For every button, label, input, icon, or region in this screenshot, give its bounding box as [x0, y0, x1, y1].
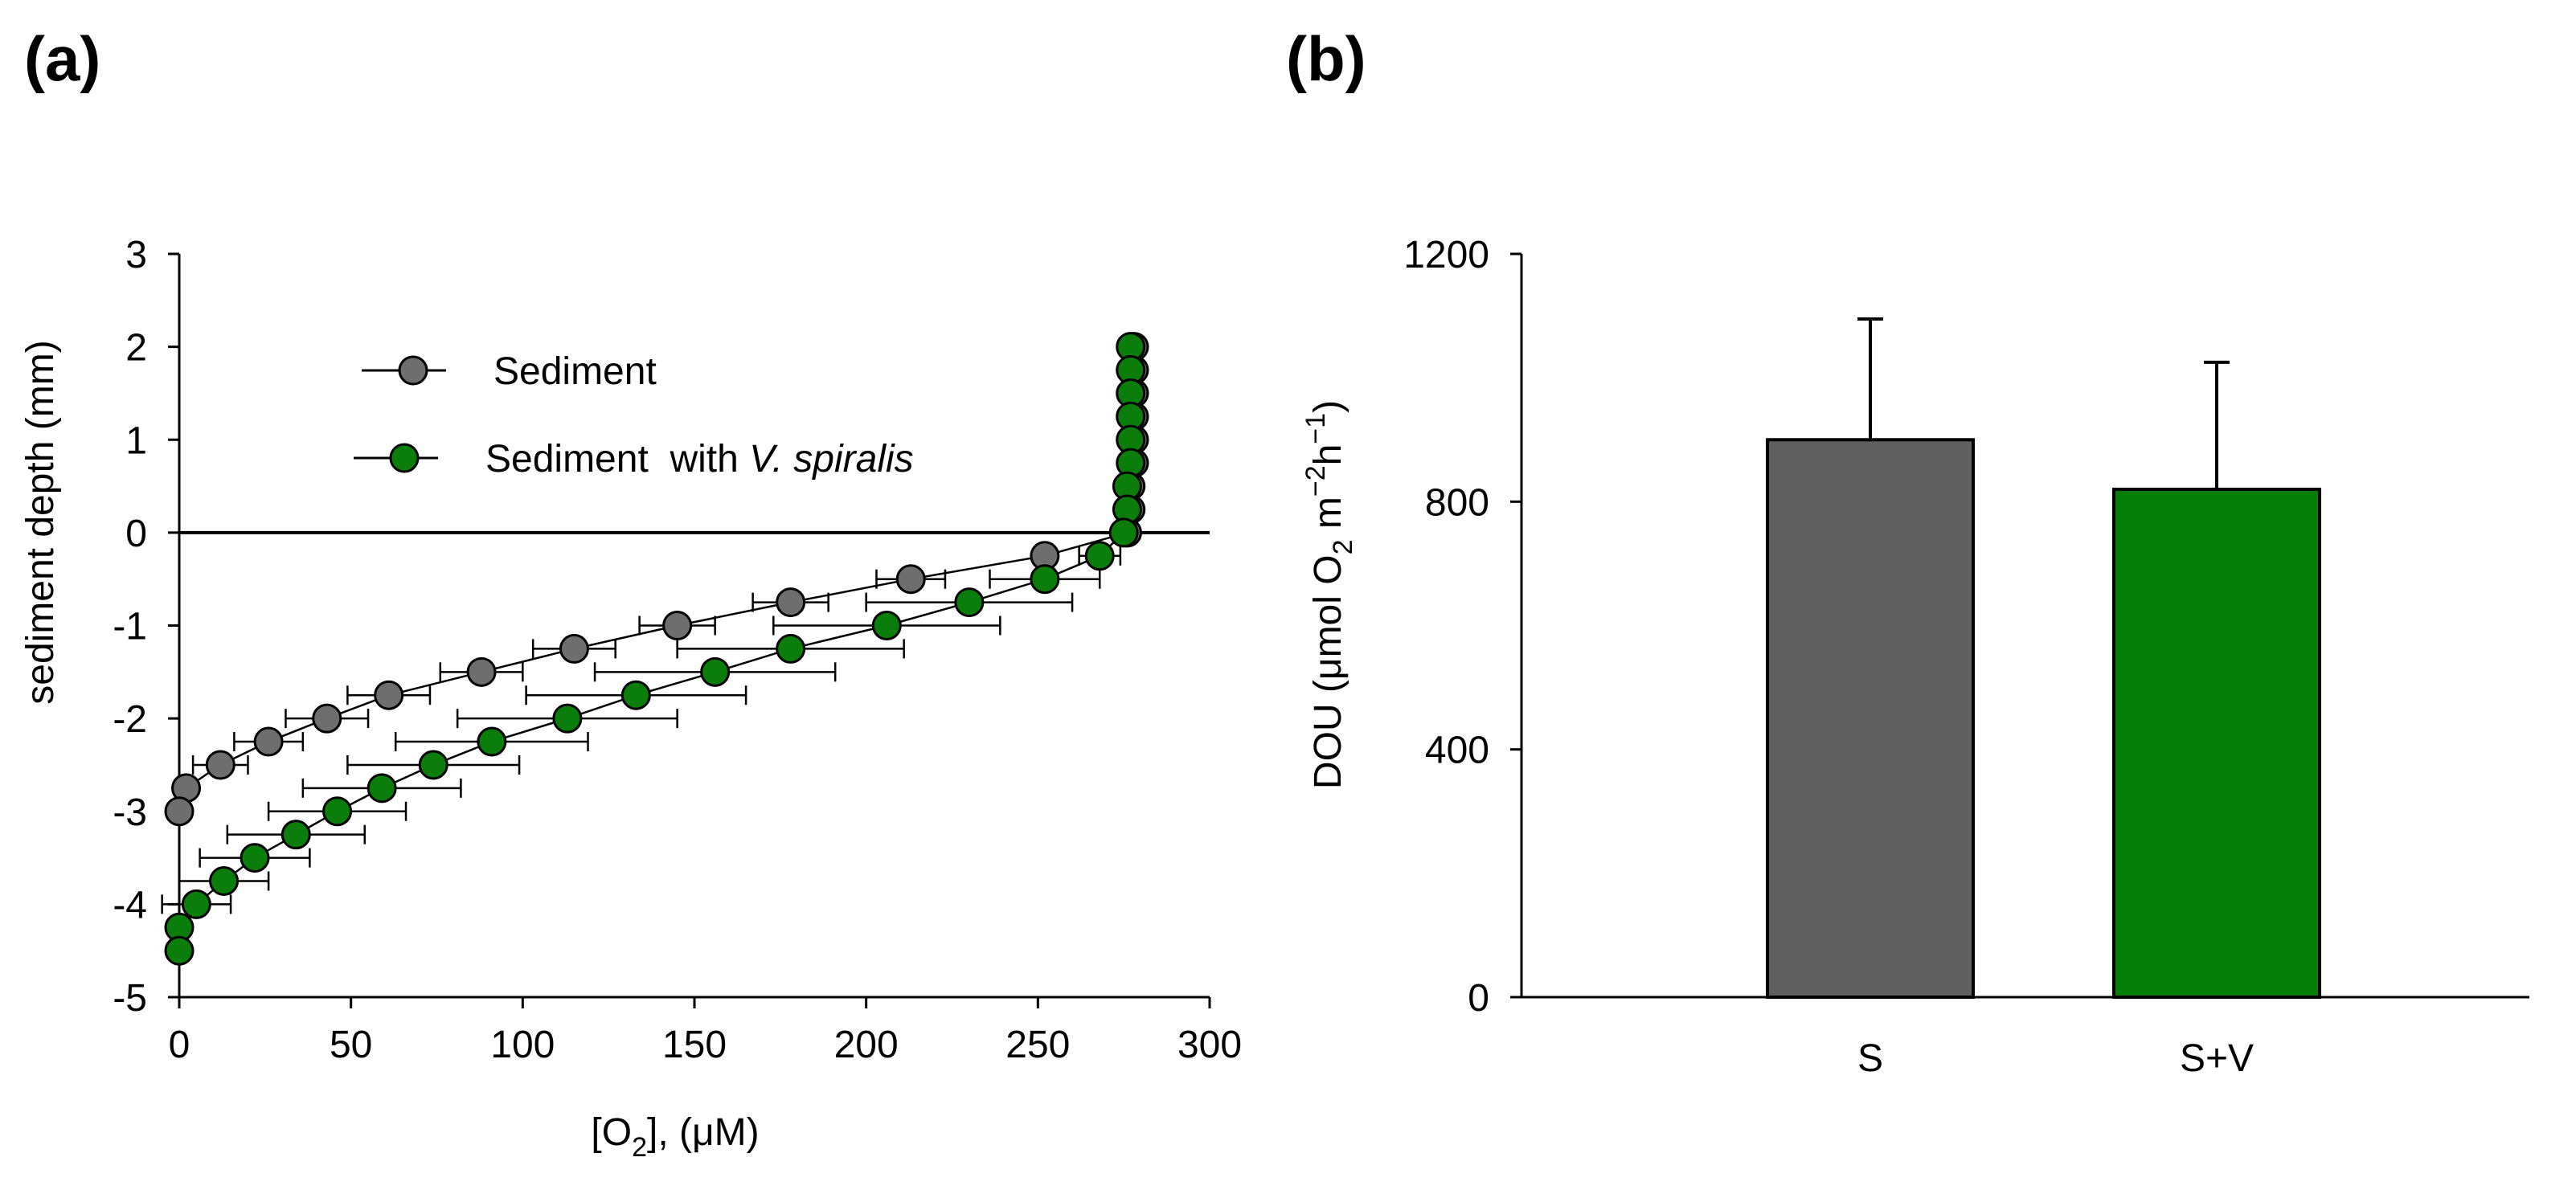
data-point — [367, 773, 397, 804]
data-point — [776, 587, 806, 618]
y-title-b-sup-1: −2 — [1300, 465, 1331, 497]
data-point — [181, 889, 211, 919]
data-point — [418, 750, 448, 780]
x-ticks-a: 0 50 100 150 200 250 300 — [169, 997, 1242, 1066]
data-point — [776, 633, 806, 664]
y-tick-label-a: 2 — [125, 327, 147, 370]
y-tick-label-a: 0 — [125, 513, 147, 555]
data-point — [871, 611, 902, 640]
y-title-b-sup-2: −1 — [1300, 413, 1331, 444]
legend-a: Sediment Sediment with V. spiralis — [354, 350, 914, 480]
y-title-b-sub: 2 — [1328, 539, 1358, 554]
x-tick-label-a: 200 — [834, 1024, 899, 1066]
x-axis-title-a: [O2], (μM) — [591, 1111, 759, 1163]
x-tick-label-a: 100 — [490, 1024, 555, 1066]
y-tick-label-a: -5 — [113, 977, 147, 1020]
data-point — [895, 564, 926, 595]
panel-a-label: (a) — [24, 23, 100, 94]
y-tick-label-b: 0 — [1468, 977, 1489, 1020]
data-point — [312, 703, 342, 734]
data-point — [1108, 517, 1139, 548]
x-title-subscript: 2 — [632, 1132, 647, 1163]
legend-label-vallisneria-prefix: Sediment with — [485, 438, 749, 480]
legend-marker-vallisneria — [389, 443, 420, 473]
data-point — [322, 796, 353, 827]
y-ticks-a: 3 2 1 0 -1 -2 -3 -4 -5 — [113, 234, 179, 1020]
legend-label-vallisneria: Sediment with V. spiralis — [485, 438, 914, 480]
data-point — [240, 843, 270, 873]
x-tick-label-a: 250 — [1005, 1024, 1070, 1066]
y-tick-label-a: 3 — [125, 234, 147, 276]
data-point — [374, 680, 404, 710]
x-category-label-b: S — [1857, 1037, 1883, 1080]
panel-b-label: (b) — [1286, 23, 1366, 94]
x-title-part-3: ], (μM) — [647, 1111, 760, 1154]
data-point — [253, 726, 284, 757]
panel-b-dou-bar-chart: 0 400 800 1200 S S+V DOU (μmol O2 m−2h−1) — [1300, 234, 2529, 1080]
y-title-b-part-7: ) — [1307, 400, 1349, 413]
y-ticks-b: 0 400 800 1200 — [1403, 234, 1521, 1020]
x-tick-label-a: 0 — [169, 1024, 190, 1066]
x-tick-label-a: 50 — [330, 1024, 372, 1066]
y-tick-label-b: 400 — [1425, 730, 1489, 772]
y-tick-label-b: 1200 — [1403, 234, 1489, 276]
legend-marker-sediment — [398, 355, 428, 386]
bar-splusv — [2112, 487, 2321, 999]
y-title-b-part-3: m — [1307, 497, 1349, 539]
x-tick-label-a: 300 — [1177, 1024, 1242, 1066]
y-tick-label-a: -3 — [113, 791, 147, 834]
legend-label-sediment: Sediment — [493, 350, 657, 393]
series-vallisneria — [161, 332, 1146, 966]
y-axis-title-a: sediment depth (mm) — [19, 340, 62, 705]
y-title-b-part-5: h — [1307, 444, 1349, 466]
data-point — [205, 750, 235, 780]
series-group-a — [161, 332, 1149, 966]
legend-label-vallisneria-species: V. spiralis — [749, 438, 914, 480]
y-axis-title-b: DOU (μmol O2 m−2h−1) — [1300, 400, 1358, 789]
data-point — [477, 726, 507, 757]
data-point — [164, 796, 195, 827]
x-category-label-b: S+V — [2180, 1037, 2254, 1080]
data-point — [466, 656, 497, 687]
data-point — [700, 656, 731, 687]
data-point — [954, 587, 985, 618]
data-point — [662, 611, 693, 640]
y-title-b-part-1: DOU (μmol O — [1307, 554, 1349, 789]
data-point — [164, 935, 195, 966]
y-tick-label-a: -1 — [113, 606, 147, 648]
x-tick-label-a: 150 — [662, 1024, 727, 1066]
data-point — [620, 680, 651, 710]
bars-b: S S+V — [1766, 317, 2321, 1080]
data-point — [209, 865, 240, 896]
y-tick-label-b: 800 — [1425, 481, 1489, 524]
bar-s — [1766, 438, 1975, 999]
data-point — [552, 703, 583, 734]
x-title-part-1: [O — [591, 1111, 632, 1154]
data-point — [559, 633, 589, 664]
y-tick-label-a: -2 — [113, 698, 147, 741]
data-point — [1030, 564, 1060, 595]
y-tick-label-a: 1 — [125, 419, 147, 462]
data-point — [1084, 541, 1115, 571]
y-tick-label-a: -4 — [113, 884, 147, 926]
data-point — [281, 820, 311, 850]
